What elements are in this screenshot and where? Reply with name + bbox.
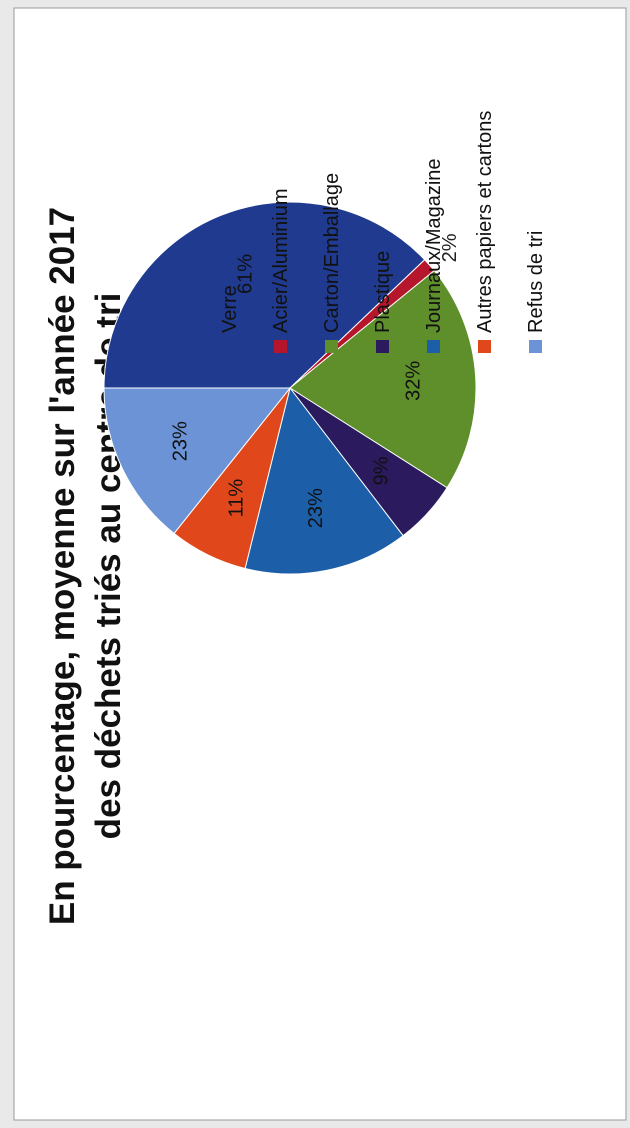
- pie-slice-journaux-magazine: [244, 386, 404, 575]
- legend-label: Acier/Aluminium: [270, 189, 292, 333]
- pie-data-label: 11%: [226, 479, 248, 518]
- legend-label: Journaux/Magazine: [423, 158, 445, 333]
- legend-swatch: [223, 340, 236, 353]
- legend: Verre Acier/Aluminium Carton/Emballage Plas…: [219, 111, 547, 353]
- pie-slice-carton-emballage: [289, 269, 477, 489]
- pie-slice-verre: [103, 201, 426, 389]
- pie-data-label: 32%: [403, 361, 425, 401]
- pie-data-label: 23%: [305, 488, 327, 528]
- pie-data-label: 61%: [234, 254, 256, 294]
- pie-data-labels: 61% 2% 32% 9% 23% 11% 23%: [169, 233, 461, 528]
- pie-slice-refus-de-tri: [103, 387, 292, 535]
- legend-label: Verre: [219, 285, 241, 333]
- legend-label: Carton/Emballage: [321, 173, 343, 333]
- legend-label: Plastique: [372, 251, 394, 333]
- chart-title-line-1: En pourcentage, moyenne sur l'année 2017: [43, 207, 82, 925]
- legend-label: Autres papiers et cartons: [474, 111, 496, 333]
- pie-data-label: 23%: [169, 421, 191, 461]
- legend-swatch: [325, 340, 338, 353]
- legend-swatch: [376, 340, 389, 353]
- pie-data-label: 9%: [371, 456, 393, 485]
- pie-slices: [103, 201, 477, 575]
- legend-swatch: [274, 340, 287, 353]
- pie-data-label: 2%: [439, 233, 461, 262]
- legend-swatch: [529, 340, 542, 353]
- legend-swatch: [427, 340, 440, 353]
- legend-label: Refus de tri: [525, 231, 547, 333]
- legend-swatch: [478, 340, 491, 353]
